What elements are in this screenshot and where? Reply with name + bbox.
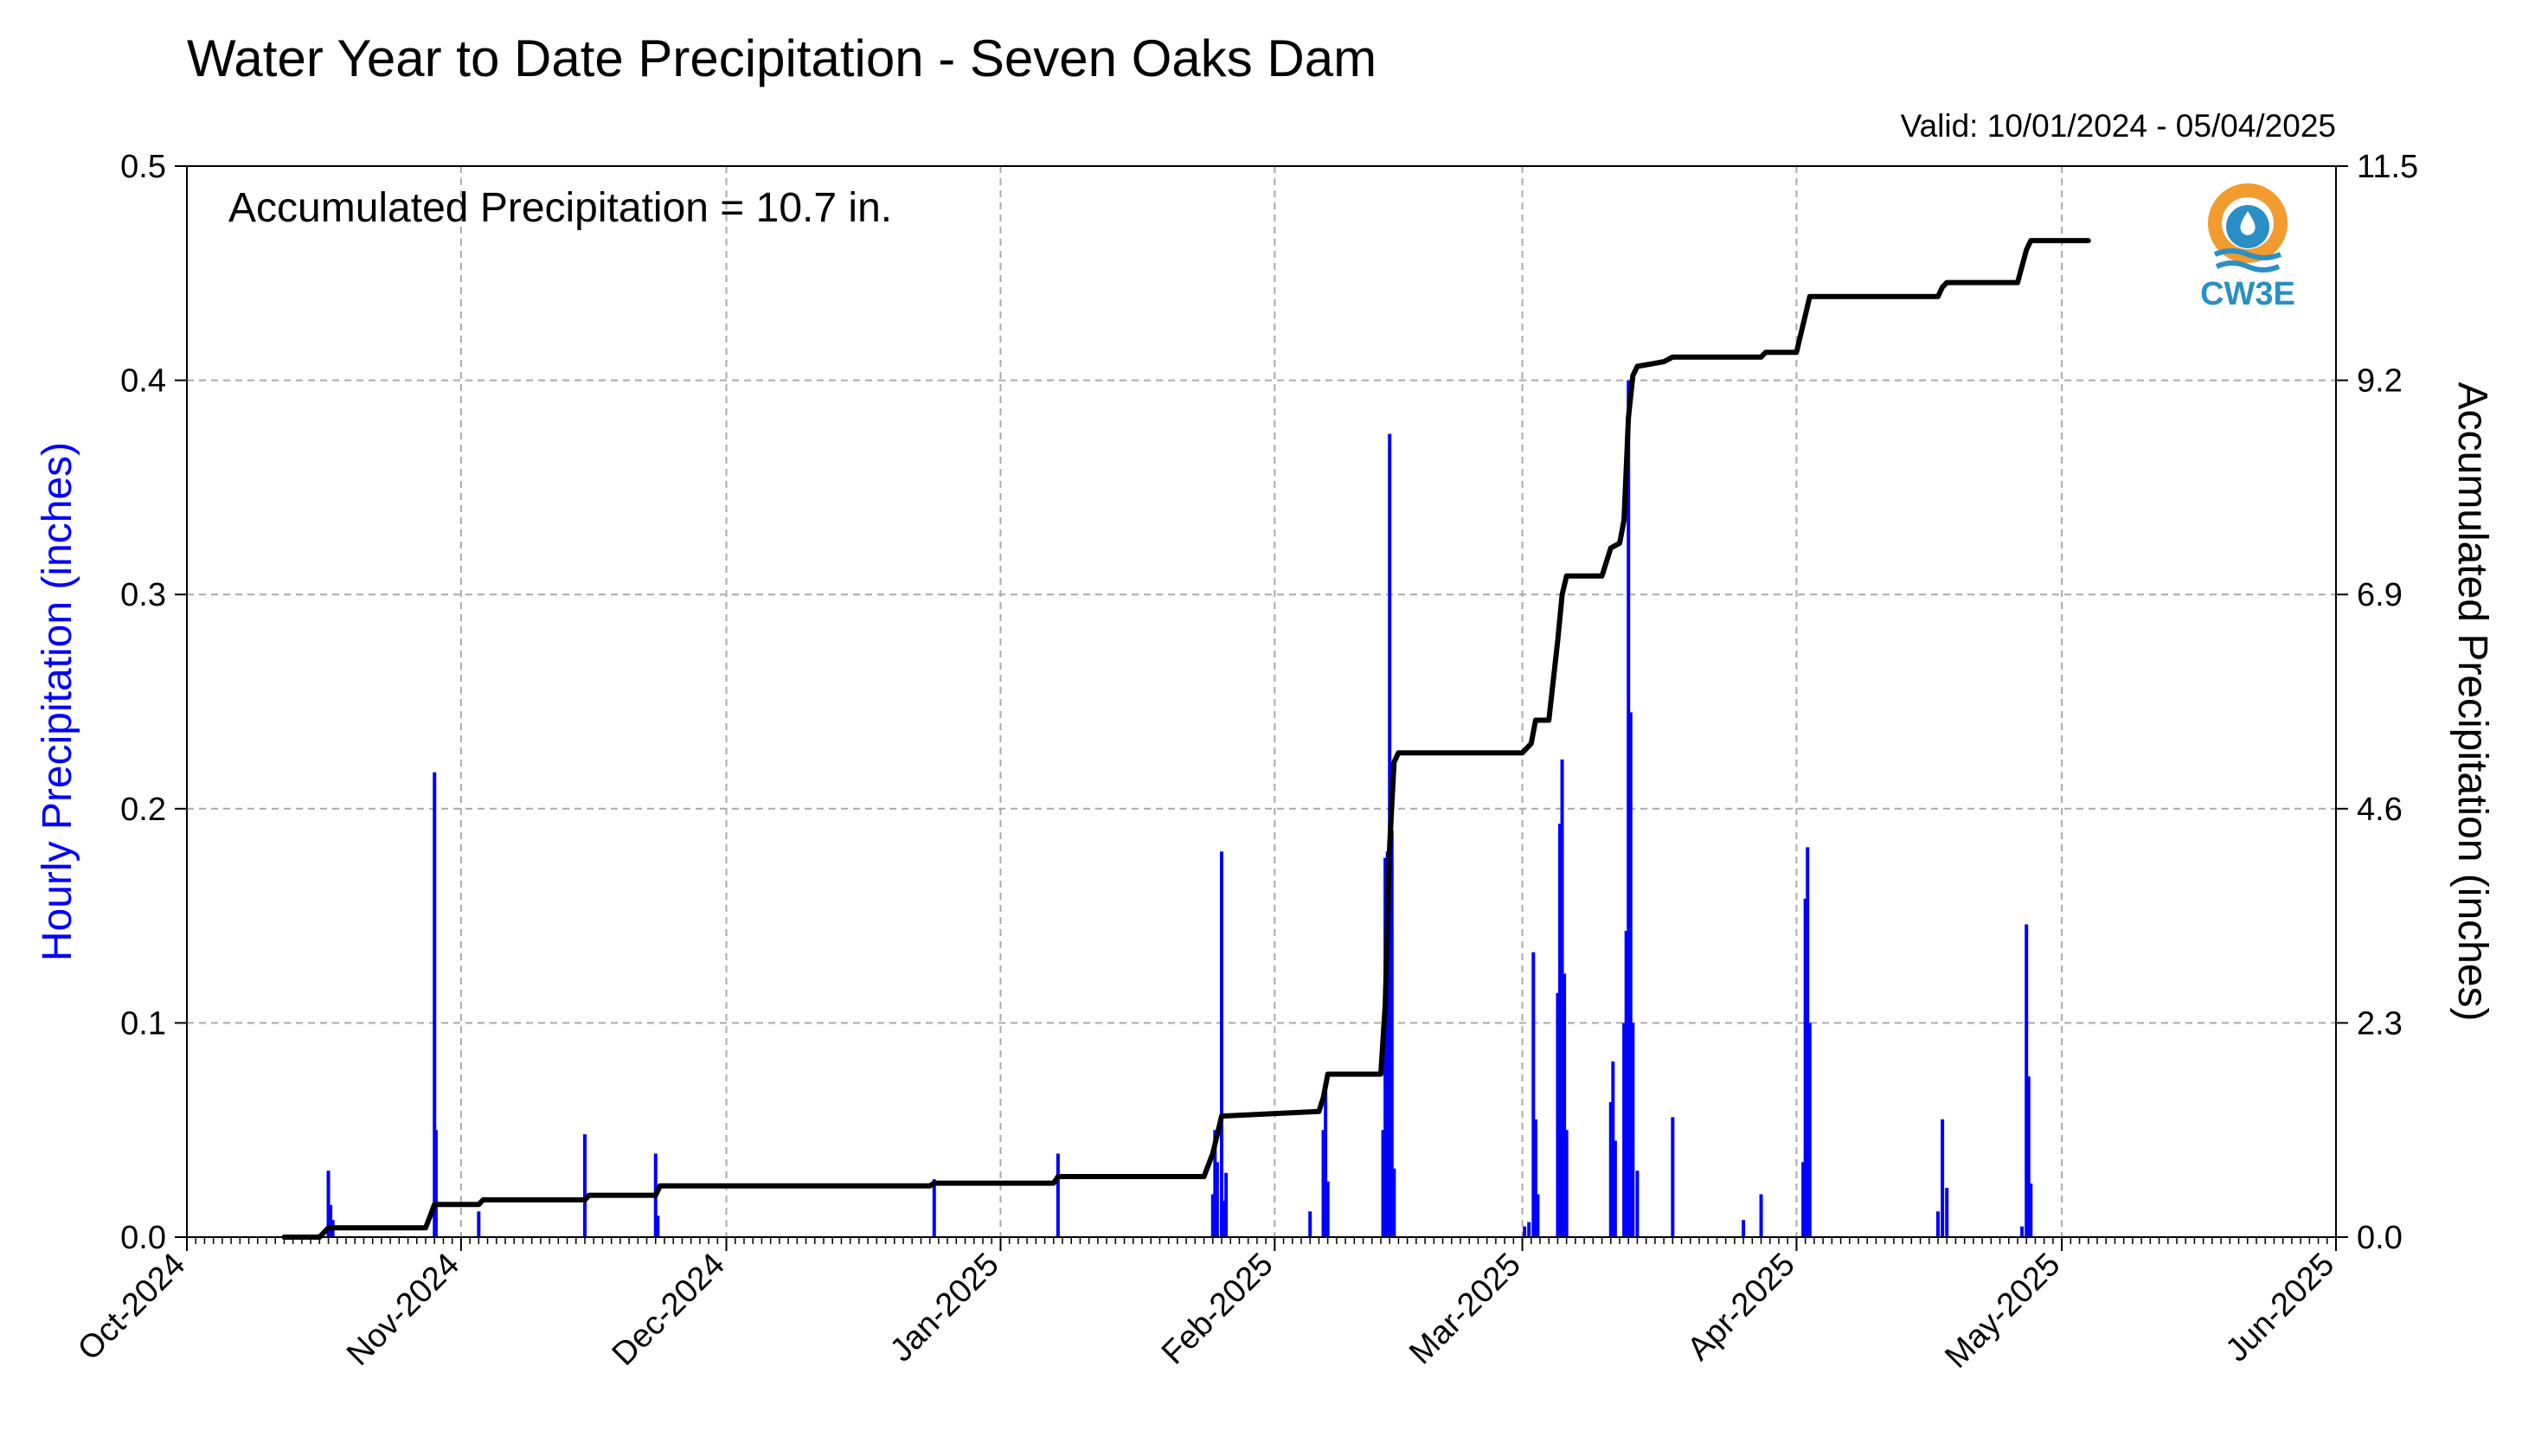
hourly-precip-bar (433, 772, 437, 1237)
hourly-precip-bar (1321, 1130, 1325, 1237)
y2-tick-label: 2.3 (2357, 1005, 2403, 1042)
grid-lines (187, 166, 2336, 1237)
hourly-precip-bar (1324, 1091, 1328, 1237)
cw3e-logo: CW3E (2200, 183, 2295, 312)
y-tick-label: 0.4 (120, 363, 166, 400)
y-axis-label: Hourly Precipitation (inches) (35, 442, 80, 961)
hourly-precip-bar (1210, 1194, 1215, 1237)
hourly-precip-bar (1381, 1130, 1385, 1237)
logo-text: CW3E (2200, 276, 2295, 312)
hourly-precip-bar (329, 1204, 333, 1237)
hourly-precip-bar (1527, 1222, 1531, 1237)
hourly-precip-bar (1936, 1211, 1940, 1237)
hourly-precip-bar (2029, 1183, 2033, 1237)
hourly-precip-bar (1635, 1171, 1640, 1237)
hourly-precip-bar (1308, 1211, 1312, 1237)
hourly-precip-bar (1220, 851, 1223, 1237)
hourly-precip-bar (1385, 851, 1389, 1237)
y2-tick-label: 0.0 (2357, 1220, 2403, 1256)
hourly-precip-bar (477, 1211, 481, 1237)
hourly-precip-bar (1536, 1194, 1540, 1237)
accumulated-precip-line (281, 238, 2091, 1240)
hourly-precip-bar (1624, 930, 1628, 1237)
hourly-precip-bar (1803, 898, 1807, 1237)
hourly-precip-bar (1213, 1130, 1217, 1237)
hourly-precip-bar (1622, 1023, 1627, 1237)
hourly-precip-bar (1759, 1194, 1763, 1237)
y-tick-label: 0.2 (120, 792, 166, 828)
hourly-precip-bar (1807, 1023, 1812, 1237)
hourly-precip-bar (1392, 1168, 1396, 1237)
hourly-precip-bar (1563, 973, 1567, 1237)
chart-subtitle: Valid: 10/01/2024 - 05/04/2025 (1901, 108, 2336, 144)
y2-tick-label: 6.9 (2357, 577, 2403, 613)
hourly-precip-bar (1611, 1061, 1615, 1237)
hourly-precip-bar (1056, 1153, 1060, 1237)
hourly-precip-bar (2026, 1076, 2031, 1237)
y-tick-label: 0.5 (120, 149, 166, 185)
hourly-precip-bar (1631, 1023, 1635, 1237)
hourly-precip-bar (1383, 857, 1388, 1237)
hourly-precip-bar (1558, 824, 1562, 1237)
hourly-precip-bar (1564, 1130, 1569, 1237)
y-tick-label: 0.3 (120, 577, 166, 613)
y-tick-label: 0.0 (120, 1220, 166, 1256)
accumulated-annotation: Accumulated Precipitation = 10.7 in. (228, 185, 892, 231)
hourly-precip-bar (2025, 924, 2029, 1237)
hourly-precip-bar (1224, 1172, 1229, 1237)
hourly-precip-bar (932, 1179, 936, 1237)
y-tick-label: 0.1 (120, 1005, 166, 1042)
hourly-precip-bar (1560, 759, 1564, 1237)
hourly-precip-bar (1941, 1119, 1945, 1237)
hourly-precip-bar (326, 1171, 330, 1237)
hourly-precip-bar (583, 1134, 587, 1237)
hourly-precip-bar (1627, 380, 1631, 1238)
logo-drop-icon (2240, 211, 2256, 235)
hourly-precip-bar (1801, 1162, 1806, 1237)
y2-tick-label: 4.6 (2357, 792, 2403, 828)
hourly-precip-bar (1671, 1117, 1675, 1237)
hourly-precip-bar (1742, 1220, 1746, 1237)
y2-tick-label: 9.2 (2357, 363, 2403, 400)
hourly-precip-bar (1222, 1200, 1226, 1237)
hourly-precip-bar (433, 1130, 438, 1237)
hourly-precip-bar (1613, 1140, 1617, 1237)
hourly-precip-bar (1325, 1181, 1330, 1237)
hourly-precip-bar (1608, 1102, 1613, 1237)
hourly-precip-bar (656, 1215, 660, 1237)
hourly-precip-bar (1556, 992, 1560, 1237)
hourly-precip-bar (1523, 1226, 1527, 1237)
plot-frame (186, 165, 2337, 1238)
hourly-precip-bar (1531, 952, 1536, 1237)
y2-axis-label: Accumulated Precipitation (inches) (2449, 382, 2495, 1021)
chart-title: Water Year to Date Precipitation - Seven… (187, 29, 1377, 87)
hourly-precip-bar (1389, 830, 1394, 1237)
y2-tick-label: 11.5 (2357, 149, 2418, 185)
hourly-precip-bar (1533, 1119, 1537, 1237)
hourly-precip-bar (1806, 847, 1810, 1237)
hourly-precip-bar (1215, 1162, 1219, 1237)
accumulated-precipitation-line-group (281, 238, 2091, 1240)
hourly-precip-bar (1628, 712, 1633, 1237)
hourly-precip-bar (1945, 1188, 1949, 1237)
hourly-precip-bar (2020, 1226, 2025, 1237)
